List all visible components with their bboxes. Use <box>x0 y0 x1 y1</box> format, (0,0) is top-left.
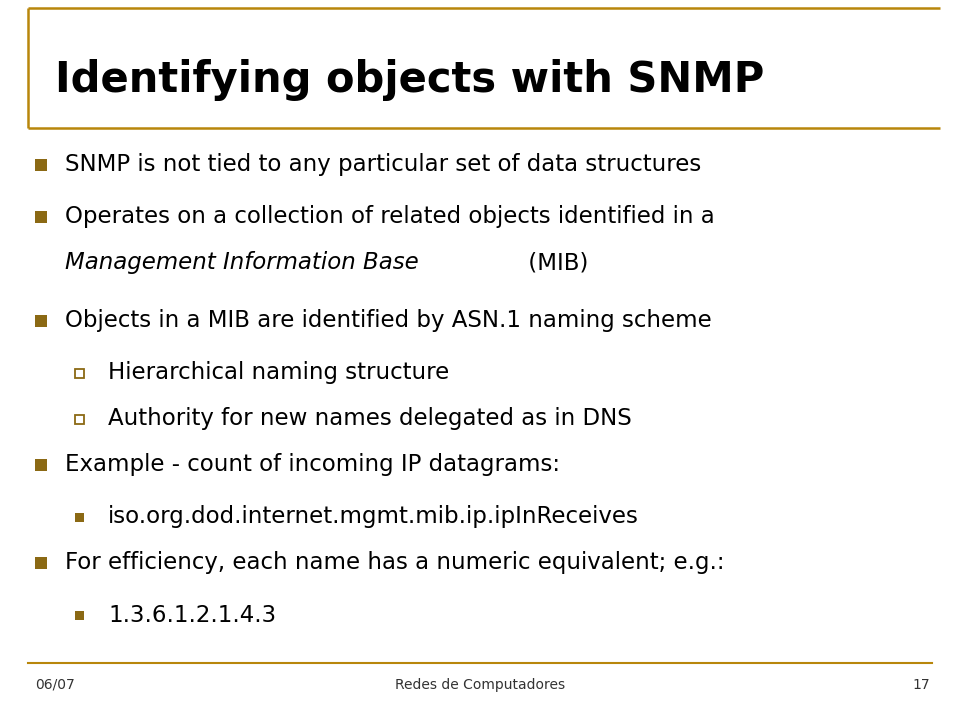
Text: Objects in a MIB are identified by ASN.1 naming scheme: Objects in a MIB are identified by ASN.1… <box>65 309 711 333</box>
Bar <box>35 211 47 223</box>
Text: SNMP is not tied to any particular set of data structures: SNMP is not tied to any particular set o… <box>65 154 701 176</box>
Text: 17: 17 <box>912 678 930 692</box>
Text: Authority for new names delegated as in DNS: Authority for new names delegated as in … <box>108 407 632 430</box>
Bar <box>35 315 47 327</box>
Text: iso.org.dod.internet.mgmt.mib.ip.ipInReceives: iso.org.dod.internet.mgmt.mib.ip.ipInRec… <box>108 506 638 528</box>
Bar <box>75 368 84 378</box>
Text: Identifying objects with SNMP: Identifying objects with SNMP <box>55 59 764 101</box>
Text: 1.3.6.1.2.1.4.3: 1.3.6.1.2.1.4.3 <box>108 604 276 626</box>
Bar <box>35 459 47 471</box>
Bar <box>75 611 84 619</box>
Text: Management Information Base: Management Information Base <box>65 252 419 274</box>
Bar <box>75 415 84 424</box>
Bar <box>35 159 47 171</box>
Text: Operates on a collection of related objects identified in a: Operates on a collection of related obje… <box>65 205 715 228</box>
Bar <box>75 513 84 521</box>
Text: Redes de Computadores: Redes de Computadores <box>395 678 565 692</box>
Text: 06/07: 06/07 <box>35 678 75 692</box>
Text: (MIB): (MIB) <box>521 252 588 274</box>
Text: Hierarchical naming structure: Hierarchical naming structure <box>108 361 449 385</box>
Text: For efficiency, each name has a numeric equivalent; e.g.:: For efficiency, each name has a numeric … <box>65 552 725 574</box>
Text: Example - count of incoming IP datagrams:: Example - count of incoming IP datagrams… <box>65 454 560 476</box>
Bar <box>35 557 47 569</box>
